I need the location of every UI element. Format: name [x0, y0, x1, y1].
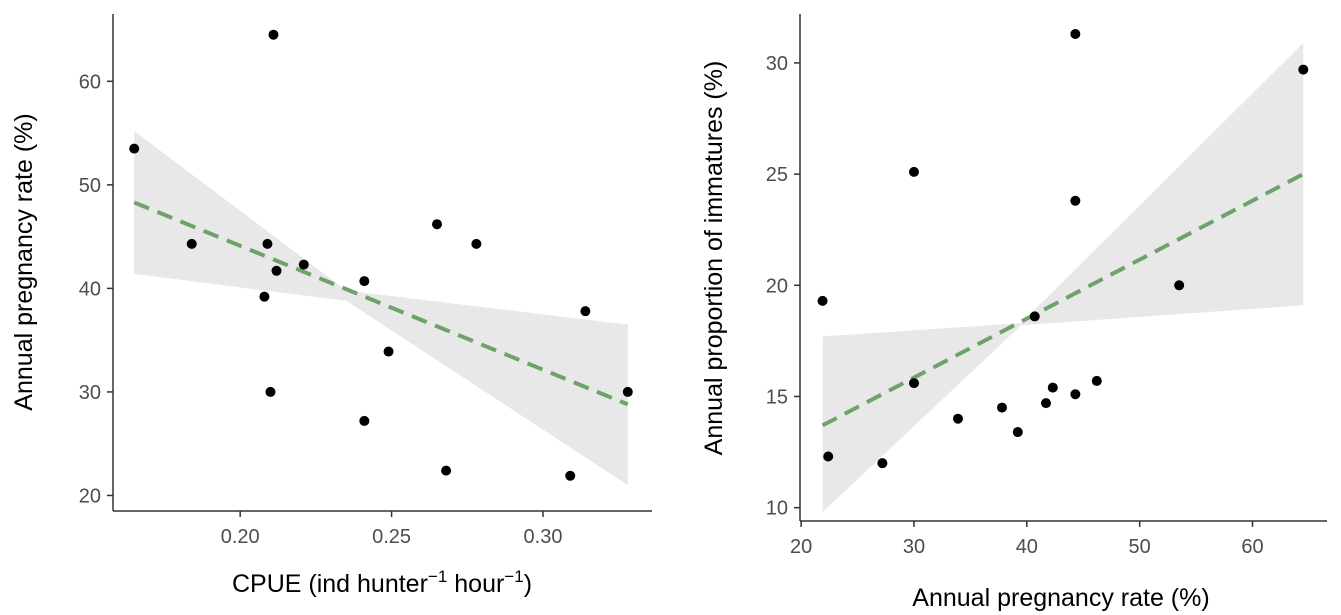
points-layer: [817, 29, 1309, 469]
x-ticks: 0.20 0.25 0.30: [221, 511, 563, 548]
confidence-band: [134, 131, 628, 486]
data-point: [259, 291, 270, 302]
y-ticks: 10 15 20 25 30: [766, 53, 800, 520]
y-tick-label: 20: [766, 275, 788, 297]
x-tick-label: 50: [1129, 536, 1151, 558]
x-tick-label: 30: [903, 536, 925, 558]
data-point: [441, 465, 452, 476]
panel-pregnancy-vs-immatures: 10 15 20 25 30 20 30 40 50 60 Annual pregnancy r…: [700, 14, 1327, 612]
confidence-band-layer: [822, 42, 1304, 513]
data-point: [265, 386, 276, 397]
data-point: [1047, 382, 1058, 393]
data-point: [1029, 311, 1040, 322]
data-point: [383, 346, 394, 357]
data-point: [908, 166, 919, 177]
data-point: [129, 143, 140, 154]
y-ticks: 20 30 40 50 60: [79, 71, 113, 507]
fit-line-layer: [133, 200, 629, 407]
data-point: [580, 306, 591, 317]
y-tick-label: 25: [766, 164, 788, 186]
y-axis-title: Annual proportion of immatures (%): [700, 61, 728, 456]
data-point: [1298, 64, 1309, 75]
data-point: [186, 238, 197, 249]
points-layer: [129, 29, 633, 481]
y-tick-label: 15: [766, 386, 788, 408]
x-tick-label: 60: [1241, 536, 1263, 558]
data-point: [359, 276, 370, 287]
data-point: [471, 238, 482, 249]
x-tick-label: 20: [790, 536, 812, 558]
y-axis-title: Annual pregnancy rate (%): [10, 113, 38, 410]
data-point: [1091, 375, 1102, 386]
data-point: [877, 458, 888, 469]
data-point: [1012, 427, 1023, 438]
y-tick-label: 30: [79, 382, 101, 404]
data-point: [565, 470, 576, 481]
y-tick-label: 10: [766, 498, 788, 520]
data-point: [432, 219, 443, 230]
y-tick-label: 40: [79, 278, 101, 300]
data-point: [996, 402, 1007, 413]
confidence-band-layer: [134, 131, 628, 486]
fit-line-layer: [821, 172, 1305, 428]
x-tick-label: 0.20: [221, 526, 260, 548]
data-point: [622, 386, 633, 397]
panel-cpue-vs-pregnancy: 20 30 40 50 60 0.20 0.25 0.30 CPUE (ind hunter…: [10, 14, 652, 598]
y-tick-label: 50: [79, 175, 101, 197]
x-axis-title: CPUE (ind hunter−1 hour−1): [232, 567, 532, 598]
data-point: [359, 415, 370, 426]
x-tick-label: 0.25: [372, 526, 411, 548]
data-point: [268, 29, 279, 40]
y-tick-label: 20: [79, 485, 101, 507]
x-tick-label: 0.30: [524, 526, 563, 548]
data-point: [271, 265, 282, 276]
data-point: [817, 295, 828, 306]
x-axis-title: Annual pregnancy rate (%): [912, 584, 1209, 612]
x-tick-label: 40: [1016, 536, 1038, 558]
fit-line: [133, 200, 629, 407]
y-tick-label: 60: [79, 71, 101, 93]
data-point: [908, 378, 919, 389]
data-point: [1070, 389, 1081, 400]
fit-line: [821, 172, 1305, 428]
data-point: [823, 451, 834, 462]
data-point: [298, 259, 309, 270]
data-point: [262, 238, 273, 249]
y-tick-label: 30: [766, 53, 788, 75]
x-ticks: 20 30 40 50 60: [790, 521, 1264, 558]
data-point: [1041, 398, 1052, 409]
data-point: [952, 413, 963, 424]
data-point: [1174, 280, 1185, 291]
confidence-band: [822, 42, 1304, 513]
data-point: [1070, 29, 1081, 40]
data-point: [1070, 195, 1081, 206]
